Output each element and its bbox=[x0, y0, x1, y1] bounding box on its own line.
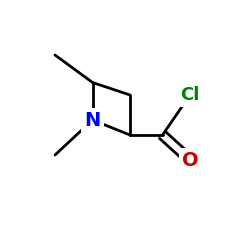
Text: Cl: Cl bbox=[180, 86, 200, 104]
Text: O: O bbox=[182, 150, 198, 170]
Text: N: N bbox=[84, 110, 100, 130]
